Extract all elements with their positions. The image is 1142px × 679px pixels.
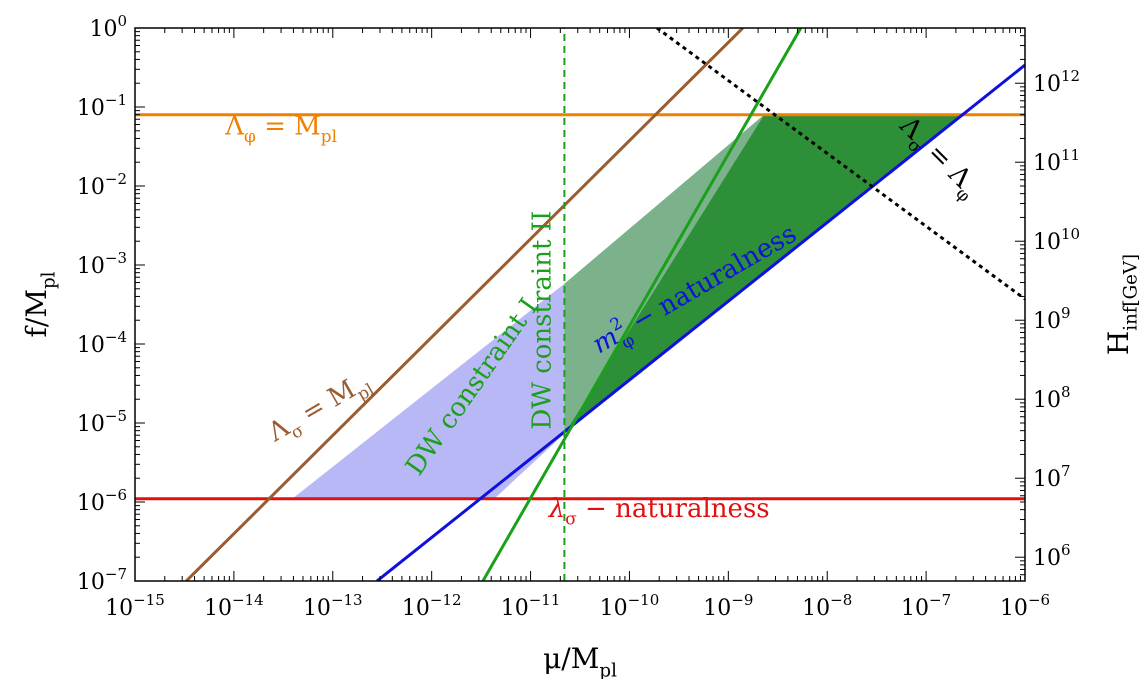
annotation-0: Λφ​ = Mpl​: [224, 111, 337, 146]
y-tick-label: 10−6: [77, 486, 127, 516]
y2-tick-label: 107: [1033, 462, 1071, 492]
y2-tick-label: 106: [1033, 541, 1071, 571]
x-tick-label: 10−15: [105, 591, 165, 621]
y2-tick-label: 1011: [1033, 146, 1080, 176]
annotation-2: λσ​ − naturalness: [548, 494, 770, 529]
y-axis-label: f/Mpl​: [20, 271, 59, 337]
annotation-5: DW constraint II: [528, 211, 558, 430]
y-tick-label: 10−5: [77, 407, 127, 437]
regions-layer: [292, 114, 962, 499]
series-line-4: [481, 28, 803, 581]
x-tick-label: 10−7: [901, 591, 951, 621]
series-line-2: [185, 28, 744, 581]
y2-tick-label: 109: [1033, 304, 1071, 334]
ticks-layer: [134, 27, 1026, 582]
x-axis-label: μ/Mpl​: [543, 642, 617, 679]
region-0: [292, 283, 565, 499]
x-tick-label: 10−11: [501, 591, 561, 621]
y-tick-label: 10−4: [77, 328, 127, 358]
y-tick-label: 10−2: [77, 170, 127, 200]
x-tick-label: 10−9: [703, 591, 753, 621]
y-tick-label: 10−1: [77, 91, 127, 121]
x-tick-label: 10−6: [1000, 591, 1050, 621]
y-tick-label: 10−3: [77, 249, 127, 279]
y2-axis-label: Hinf[GeV]​: [1102, 254, 1141, 355]
y2-tick-label: 1012: [1033, 67, 1080, 97]
x-tick-label: 10−8: [802, 591, 852, 621]
x-tick-label: 10−14: [204, 591, 264, 621]
y-tick-label: 100: [89, 12, 127, 42]
plot-frame: [134, 27, 1026, 582]
lines-layer: [135, 28, 1025, 581]
y-tick-label: 10−7: [77, 565, 127, 595]
y2-tick-label: 108: [1033, 383, 1071, 413]
x-tick-label: 10−13: [303, 591, 363, 621]
series-line-3: [376, 63, 1025, 581]
y2-tick-label: 1010: [1033, 225, 1080, 255]
x-tick-label: 10−12: [402, 591, 462, 621]
plot-border: [134, 27, 1026, 582]
labels-layer: 10−15 10−14 10−13 10−12 10−11 10−10 10−9 10−8 10…: [20, 12, 1141, 679]
x-tick-label: 10−10: [600, 591, 660, 621]
